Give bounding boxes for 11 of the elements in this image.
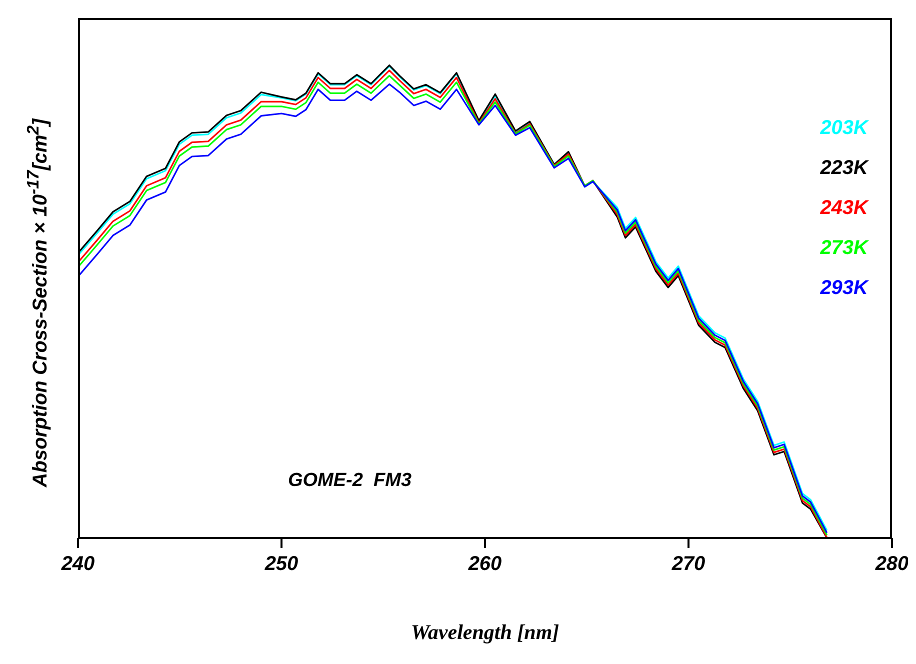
text: 293K — [820, 276, 868, 301]
text: 203K — [820, 116, 868, 141]
x-tick-label: 270 — [670, 553, 706, 576]
text: 223K — [820, 156, 868, 181]
x-axis-title: Wavelength [nm] — [410, 620, 560, 645]
x-tick-label: 240 — [60, 553, 95, 576]
annotation: GOME-2 FM3 — [288, 470, 412, 492]
text: 273K — [820, 236, 868, 261]
text: 243K — [820, 196, 868, 221]
x-tick-label: 250 — [264, 553, 298, 576]
x-tick-label: 260 — [467, 553, 502, 576]
